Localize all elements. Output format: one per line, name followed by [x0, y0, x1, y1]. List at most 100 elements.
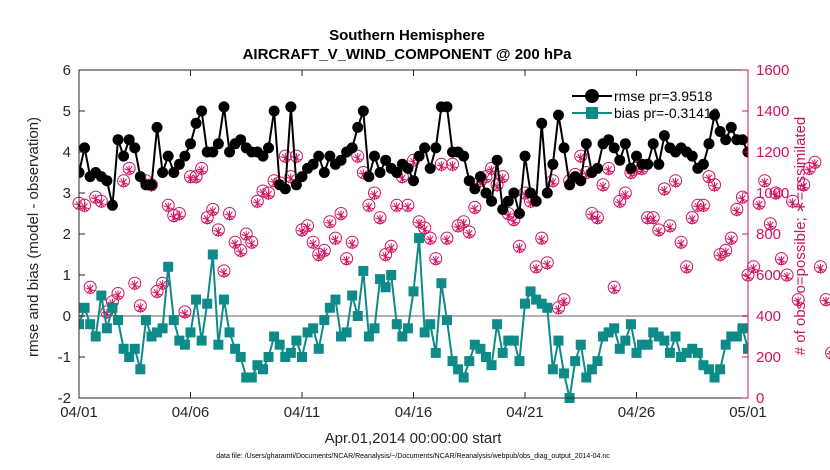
obs-assimilated-point	[207, 206, 218, 217]
obs-assimilated-point	[185, 173, 196, 184]
obs-assimilated-point	[759, 177, 770, 188]
bias-point	[648, 327, 659, 338]
rmse-point	[474, 171, 486, 183]
bias-point	[79, 302, 90, 313]
bias-point	[486, 360, 497, 371]
obs-assimilated-point	[118, 177, 129, 188]
bias-point	[430, 347, 441, 358]
bias-point	[520, 298, 530, 309]
obs-assimilated-point	[330, 235, 341, 246]
rmse-point	[709, 109, 721, 121]
chart-title-line2: AIRCRAFT_V_WIND_COMPONENT @ 200 hPa	[243, 46, 573, 63]
obs-assimilated-point	[659, 185, 670, 196]
x-axis-label: Apr.01,2014 00:00:00 start	[325, 430, 503, 447]
bias-point	[196, 335, 207, 346]
rmse-point	[79, 167, 85, 178]
bias-point	[743, 343, 748, 354]
rmse-point	[491, 154, 503, 166]
bias-point	[375, 274, 386, 285]
obs-assimilated-point	[285, 173, 296, 184]
rmse-point	[263, 142, 275, 154]
y2-tick-label: 400	[756, 308, 781, 325]
rmse-point	[469, 183, 481, 195]
obs-assimilated-point	[174, 210, 185, 221]
bias-point	[419, 327, 430, 338]
obs-assimilated-point	[542, 259, 553, 270]
rmse-point	[703, 138, 715, 150]
obs-assimilated-point	[235, 247, 246, 258]
rmse-point	[168, 167, 180, 178]
bias-point	[101, 323, 112, 334]
rmse-point	[368, 150, 380, 162]
rmse-point	[575, 175, 587, 187]
obs-assimilated-point	[436, 161, 447, 172]
obs-assimilated-point	[559, 296, 569, 307]
obs-assimilated-point	[380, 251, 391, 262]
rmse-point	[235, 134, 247, 146]
obs-assimilated-point	[369, 190, 380, 201]
obs-assimilated-point	[191, 173, 201, 184]
y-tick-label: 6	[63, 62, 71, 79]
bias-point	[464, 356, 475, 367]
obs-assimilated-point	[363, 202, 374, 213]
rmse-point	[552, 109, 564, 121]
bias-point	[391, 319, 402, 330]
rmse-point	[112, 134, 124, 146]
obs-assimilated-point	[469, 204, 480, 215]
bias-point	[386, 270, 397, 280]
bias-point	[681, 347, 692, 358]
bias-point	[547, 364, 558, 375]
obs-assimilated-point	[403, 202, 413, 213]
bias-point	[358, 265, 369, 276]
x-tick-label: 04/11	[284, 404, 320, 421]
rmse-point	[463, 175, 475, 187]
bias-point	[453, 364, 464, 375]
rmse-point	[748, 126, 759, 137]
obs-assimilated-point	[704, 173, 714, 184]
rmse-point	[686, 150, 698, 162]
obs-assimilated-point	[620, 190, 631, 201]
y2-tick-label: 1600	[756, 62, 789, 79]
bias-point	[731, 331, 742, 342]
obs-assimilated-point	[224, 210, 235, 221]
bias-point	[737, 323, 748, 334]
bias-point	[313, 343, 324, 354]
rmse-point	[218, 101, 230, 113]
bias-point	[397, 331, 408, 342]
bias-point	[609, 323, 620, 334]
y2-tick-label: 200	[756, 349, 781, 366]
obs-assimilated-point	[798, 181, 809, 192]
bias-point	[497, 347, 508, 358]
obs-assimilated-point	[815, 263, 826, 274]
obs-assimilated-point	[308, 239, 319, 250]
obs-assimilated-point	[336, 210, 346, 221]
bias-point	[469, 339, 480, 350]
bias-point	[553, 335, 564, 346]
rmse-point	[173, 158, 185, 170]
obs-assimilated-point	[425, 235, 436, 246]
obs-assimilated-point	[665, 222, 675, 233]
bias-point	[124, 352, 135, 362]
bias-point	[402, 323, 413, 334]
bias-point	[592, 356, 603, 367]
rmse-point	[564, 179, 576, 191]
bias-point	[503, 335, 514, 346]
bias-point	[107, 302, 118, 313]
bias-point	[341, 327, 352, 338]
bias-point	[703, 364, 714, 375]
obs-assimilated-point	[313, 251, 324, 262]
bias-point	[274, 339, 285, 350]
rmse-point	[129, 142, 141, 154]
y2-axis-label: # of obs: o=possible; ∗=assimilated	[792, 117, 809, 356]
obs-assimilated-point	[397, 173, 408, 184]
obs-assimilated-point	[614, 198, 625, 209]
obs-assimilated-point	[252, 198, 263, 209]
rmse-point	[357, 105, 369, 117]
bias-point	[581, 372, 592, 383]
rmse-point	[480, 187, 492, 199]
y2-tick-label: 800	[756, 226, 781, 243]
bias-point	[380, 282, 391, 293]
rmse-point	[185, 138, 196, 150]
obs-assimilated-point	[514, 243, 525, 254]
rmse-series	[79, 101, 759, 219]
